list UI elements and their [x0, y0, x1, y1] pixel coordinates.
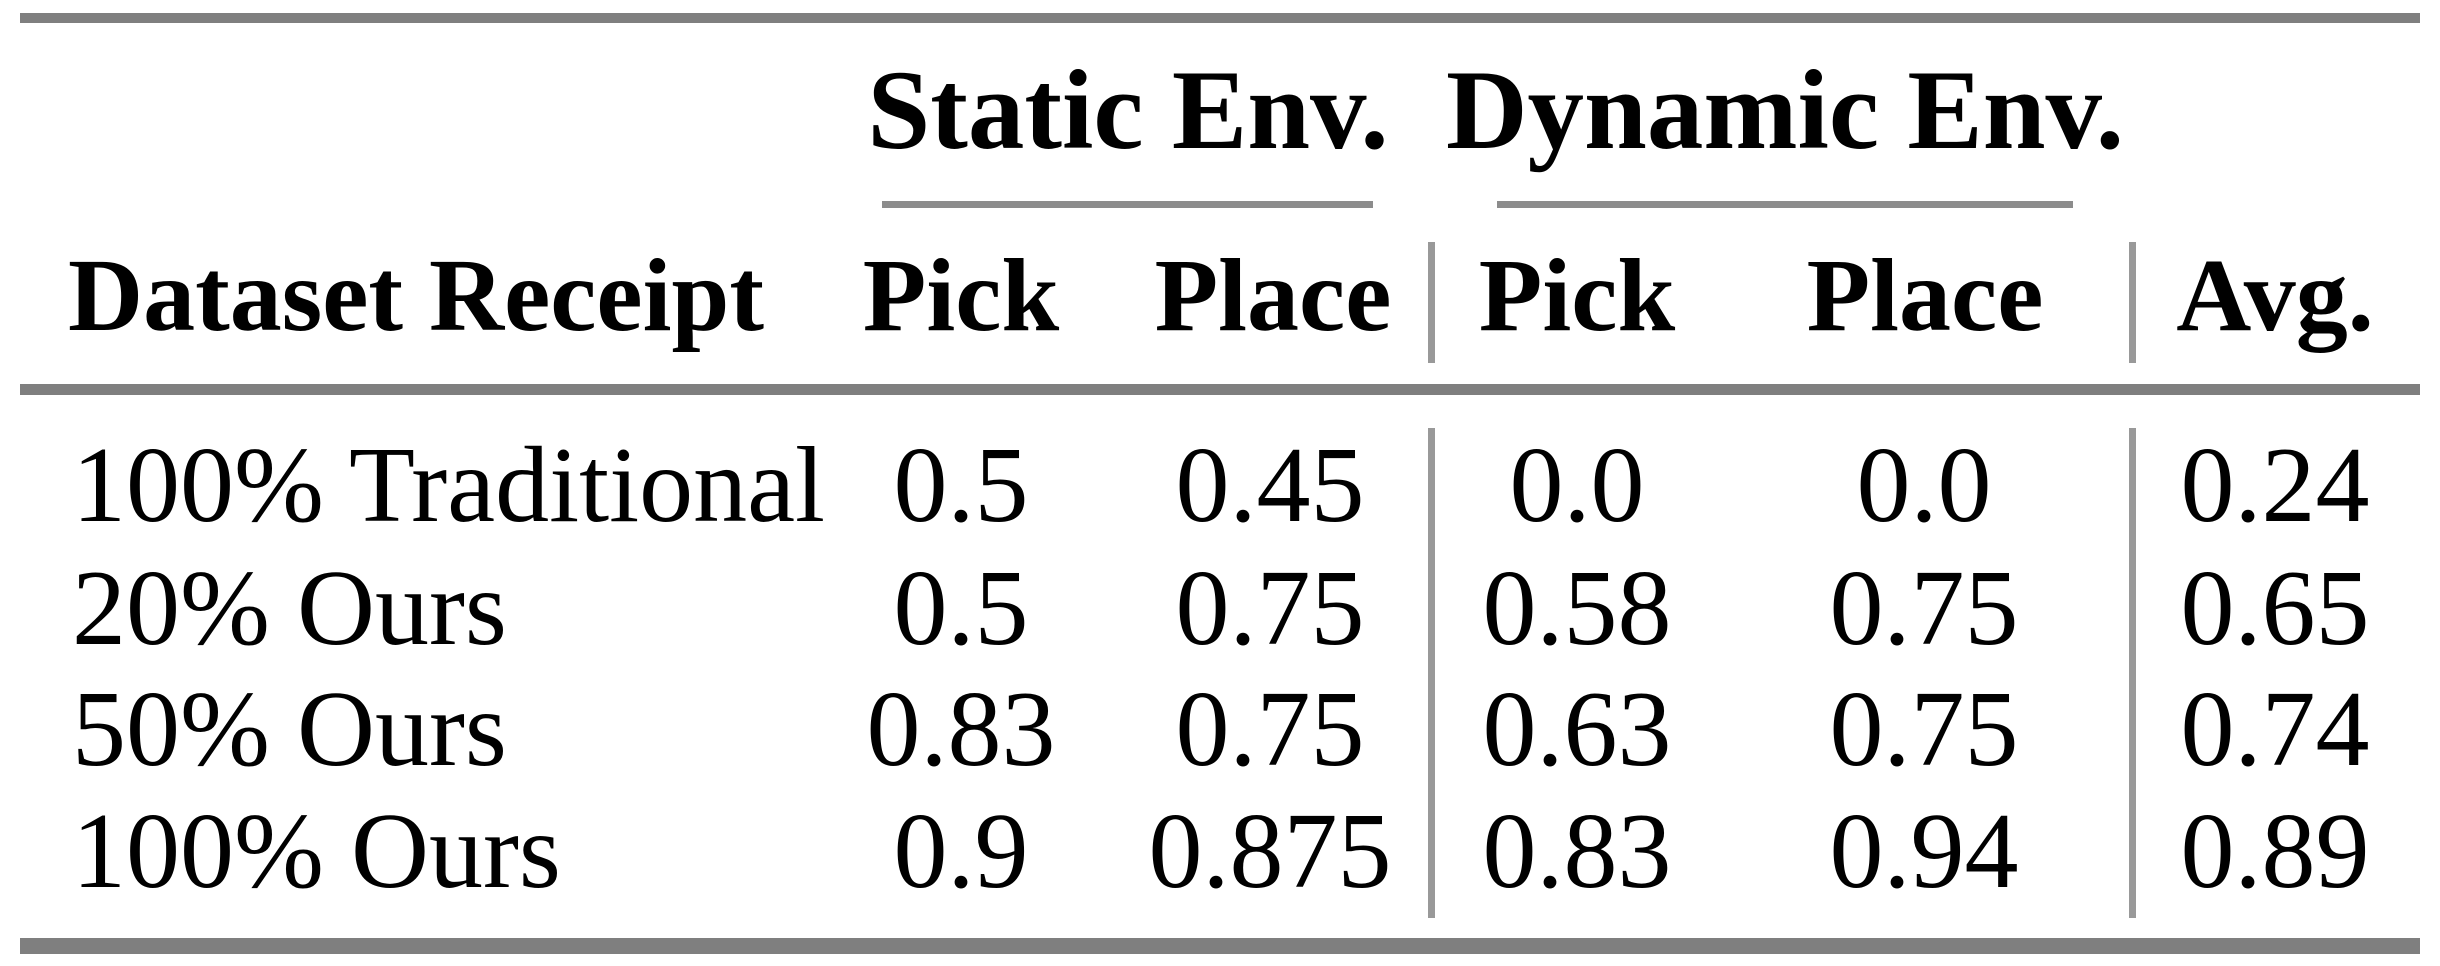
column-header-dynamic-place: Place: [1806, 238, 2044, 354]
vline-static-dynamic-body: [1428, 428, 1435, 918]
column-header-dataset-receipt: Dataset Receipt: [68, 238, 764, 354]
cmidrule-static: [882, 201, 1373, 208]
cell-dynamic-place: 0.75: [1829, 669, 2019, 789]
cell-dynamic-place: 0.0: [1856, 425, 1992, 545]
cell-static-pick: 0.5: [893, 548, 1029, 668]
cell-static-place: 0.75: [1175, 669, 1365, 789]
cell-avg: 0.24: [2180, 425, 2370, 545]
row-label: 50% Ours: [72, 669, 507, 789]
cell-dynamic-pick: 0.58: [1482, 548, 1672, 668]
row-label: 100% Ours: [72, 791, 561, 911]
row-label: 20% Ours: [72, 548, 507, 668]
column-header-dynamic-pick: Pick: [1478, 238, 1676, 354]
vline-avg-header: [2129, 242, 2136, 363]
column-header-static-place: Place: [1154, 238, 1392, 354]
cell-dynamic-place: 0.94: [1829, 791, 2019, 911]
group-header-static-env: Static Env.: [867, 48, 1389, 174]
mid-rule: [20, 384, 2420, 395]
cell-static-place: 0.875: [1148, 791, 1392, 911]
column-header-static-pick: Pick: [862, 238, 1060, 354]
column-header-avg: Avg.: [2176, 238, 2374, 354]
vline-static-dynamic-header: [1428, 242, 1435, 363]
bottom-rule: [20, 938, 2420, 954]
cell-avg: 0.74: [2180, 669, 2370, 789]
cell-avg: 0.89: [2180, 791, 2370, 911]
cell-dynamic-pick: 0.63: [1482, 669, 1672, 789]
row-label: 100% Traditional: [72, 425, 826, 545]
cell-avg: 0.65: [2180, 548, 2370, 668]
cell-static-place: 0.45: [1175, 425, 1365, 545]
cell-dynamic-pick: 0.0: [1509, 425, 1645, 545]
cell-dynamic-place: 0.75: [1829, 548, 2019, 668]
cell-static-pick: 0.83: [866, 669, 1056, 789]
top-rule: [20, 13, 2420, 23]
cmidrule-dynamic: [1497, 201, 2073, 208]
cell-static-pick: 0.5: [893, 425, 1029, 545]
vline-avg-body: [2129, 428, 2136, 918]
cell-static-pick: 0.9: [893, 791, 1029, 911]
cell-static-place: 0.75: [1175, 548, 1365, 668]
group-header-dynamic-env: Dynamic Env.: [1445, 48, 2125, 174]
cell-dynamic-pick: 0.83: [1482, 791, 1672, 911]
